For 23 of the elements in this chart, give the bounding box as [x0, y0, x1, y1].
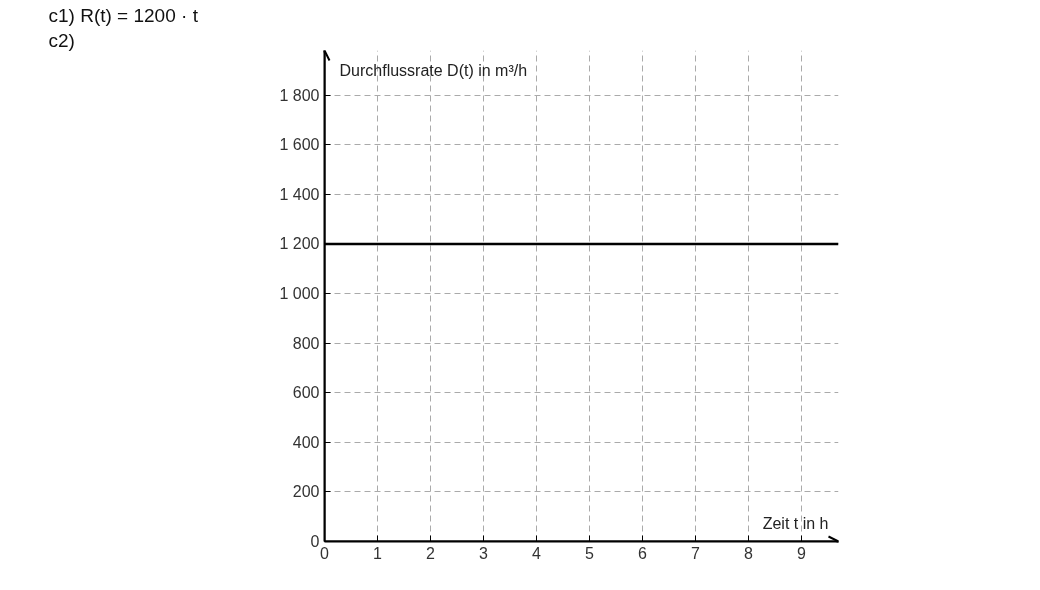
- x-tick-label: 3: [479, 544, 489, 562]
- text: c1) R(t) = 1200 · t: [48, 4, 199, 26]
- y-tick-label: 1 800: [279, 86, 320, 104]
- y-tick-label: 1 000: [279, 285, 320, 303]
- y-tick-label: 0: [310, 533, 320, 550]
- y-tick-label: 800: [292, 334, 320, 352]
- y-tick-label: 1 600: [279, 136, 320, 154]
- x-tick-label: 4: [532, 544, 542, 562]
- x-tick-label: 2: [426, 544, 436, 562]
- y-tick-label: 1 400: [279, 185, 320, 203]
- y-tick-label: 400: [292, 433, 320, 451]
- x-tick-label: 9: [796, 544, 806, 562]
- y-tick-label: 600: [292, 384, 320, 402]
- x-axis-title: Zeit t in h: [762, 514, 829, 532]
- y-tick-label: 1 200: [279, 235, 320, 253]
- y-tick-label: 200: [292, 483, 320, 501]
- y-axis-title: Durchflussrate D(t) in m³/h: [339, 61, 528, 79]
- x-tick-label: 8: [743, 544, 753, 562]
- text: c2): [48, 29, 75, 51]
- x-tick-label: 1: [373, 544, 383, 562]
- x-tick-label: 5: [585, 544, 594, 562]
- x-tick-label: 7: [690, 544, 700, 562]
- x-tick-label: 6: [637, 544, 647, 562]
